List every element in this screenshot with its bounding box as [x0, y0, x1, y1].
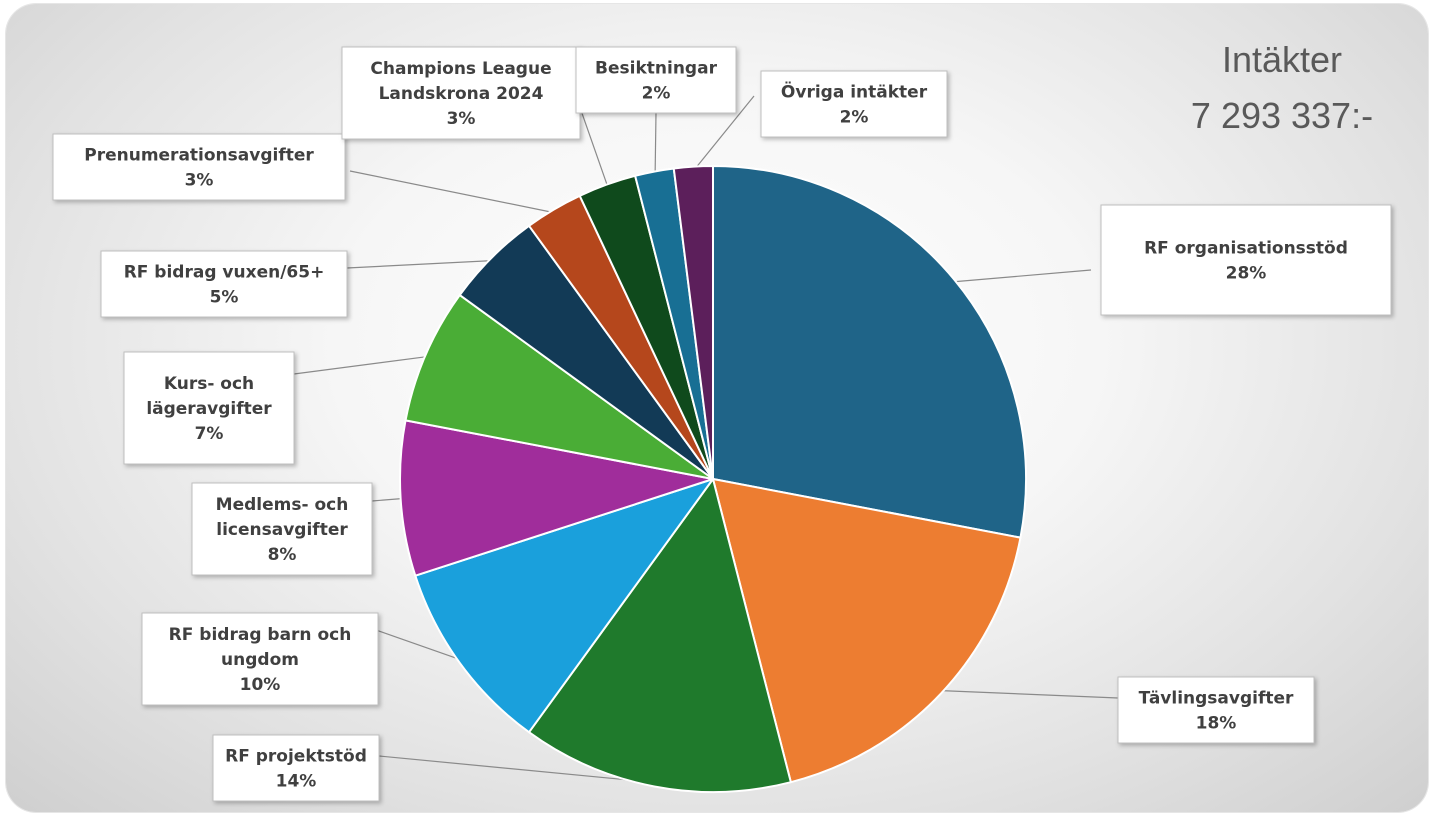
pie-slice-5: [399, 419, 714, 577]
slice-label-6: Kurs- och lägeravgifter 7%: [123, 351, 295, 465]
slice-label-name: Medlems- och: [216, 495, 349, 515]
slice-label-8: Prenumerationsavgifter 3%: [52, 133, 346, 201]
slice-label-box-6: [123, 351, 295, 465]
slice-label-box-9: [341, 46, 581, 140]
leader-line-1: [951, 269, 1092, 283]
slice-label-box-7: [100, 250, 348, 318]
slice-label-percent: 28%: [1226, 264, 1267, 284]
slice-label-5: Medlems- och licensavgifter 8%: [191, 482, 373, 576]
slice-label-name: Champions League: [370, 59, 551, 79]
leader-line-11: [693, 95, 755, 171]
slice-label-box-4: [141, 612, 379, 706]
slice-label-percent: 5%: [210, 288, 239, 308]
slice-label-box-2: [1117, 676, 1315, 744]
chart-subtitle: 7 293 337:-: [1191, 95, 1373, 136]
leader-line-4: [375, 629, 464, 662]
slice-label-9: Champions League Landskrona 2024 3%: [341, 46, 581, 140]
slice-label-name: lägeravgifter: [146, 399, 272, 419]
slice-label-name: licensavgifter: [216, 520, 348, 540]
slice-label-name: Landskrona 2024: [379, 84, 544, 104]
pie-slice-1: [712, 165, 1028, 539]
slice-label-name: ungdom: [221, 650, 299, 670]
slice-label-percent: 14%: [276, 772, 317, 792]
slice-label-1: RF organisationsstöd 28%: [1100, 204, 1392, 316]
slice-label-name: Övriga intäkter: [781, 81, 928, 103]
slice-label-7: RF bidrag vuxen/65+ 5%: [100, 250, 348, 318]
slice-label-percent: 10%: [240, 675, 281, 695]
slice-label-2: Tävlingsavgifter 18%: [1117, 676, 1315, 744]
pie-slice-4: [414, 478, 714, 734]
slice-label-box-8: [52, 133, 346, 201]
slice-label-name: Tävlingsavgifter: [1139, 689, 1294, 709]
pie-slice-2: [712, 478, 1022, 784]
pie-slice-6: [404, 294, 714, 480]
slice-label-name: RF bidrag vuxen/65+: [124, 263, 325, 283]
pie-slices: [399, 165, 1028, 793]
slice-label-percent: 2%: [642, 84, 671, 104]
leader-line-2: [938, 689, 1119, 699]
slice-label-name: Kurs- och: [164, 374, 254, 394]
slice-label-percent: 18%: [1196, 714, 1237, 734]
slice-label-name: Prenumerationsavgifter: [84, 146, 314, 166]
leader-line-8: [349, 170, 556, 214]
slice-label-name: RF organisationsstöd: [1144, 239, 1348, 259]
leader-lines: [293, 95, 1119, 784]
slice-label-box-10: [575, 46, 737, 114]
slice-labels: RF organisationsstöd 28% Tävlingsavgifter 1…: [52, 46, 1392, 802]
pie-chart: RF organisationsstöd 28% Tävlingsavgifter 1…: [52, 39, 1392, 802]
slice-label-10: Besiktningar 2%: [575, 46, 737, 114]
leader-line-9: [576, 98, 609, 189]
slice-label-percent: 8%: [268, 545, 297, 565]
slice-label-percent: 3%: [447, 109, 476, 129]
slice-label-11: Övriga intäkter 2%: [760, 70, 948, 138]
slice-label-box-3: [212, 734, 380, 802]
leader-line-6: [293, 355, 430, 375]
slice-label-box-5: [191, 482, 373, 576]
slice-label-name: Besiktningar: [595, 59, 718, 79]
slice-label-box-11: [760, 70, 948, 138]
slice-label-percent: 2%: [840, 108, 869, 128]
chart-title: Intäkter: [1222, 39, 1342, 80]
leader-line-5: [371, 497, 405, 502]
slice-label-name: RF bidrag barn och: [169, 625, 352, 645]
slice-label-box-1: [1100, 204, 1392, 316]
leader-line-10: [654, 112, 657, 176]
leader-line-7: [346, 259, 495, 269]
slice-label-4: RF bidrag barn och ungdom 10%: [141, 612, 379, 706]
pie-slice-3: [528, 478, 792, 793]
leader-line-3: [378, 755, 656, 784]
pie-slice-11: [672, 165, 714, 480]
slice-label-percent: 3%: [185, 171, 214, 191]
slice-label-percent: 7%: [195, 424, 224, 444]
slice-label-name: RF projektstöd: [225, 747, 367, 767]
slice-label-3: RF projektstöd 14%: [212, 734, 380, 802]
chart-card: RF organisationsstöd 28% Tävlingsavgifter 1…: [6, 4, 1428, 812]
